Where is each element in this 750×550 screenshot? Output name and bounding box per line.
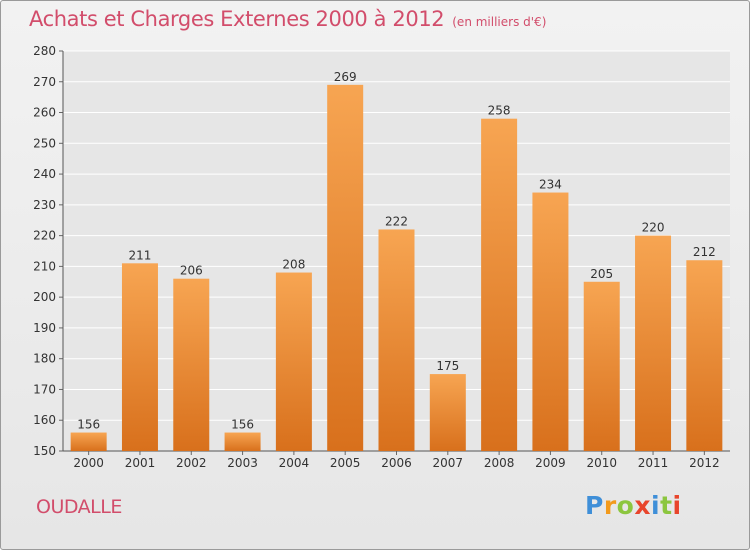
x-tick-label-2001: 2001 [125,456,156,470]
x-tick-label-2008: 2008 [484,456,515,470]
bar-2010 [583,281,620,451]
bar-2001 [121,263,158,451]
bar-2008 [481,118,518,451]
y-tick-label: 230 [33,198,56,212]
bar-2011 [635,235,672,451]
logo-letter: x [634,491,651,520]
y-tick-label: 250 [33,136,56,150]
data-label-2012: 212 [693,245,716,259]
data-label-2010: 205 [590,267,613,281]
bars [70,84,723,452]
logo-letter: i [651,491,661,520]
y-tick-label: 280 [33,44,56,58]
chart-title: Achats et Charges Externes 2000 à 2012 (e… [29,7,546,31]
data-label-2005: 269 [334,70,357,84]
y-tick-label: 150 [33,444,56,458]
data-label-2009: 234 [539,178,562,192]
x-tick-label-2002: 2002 [176,456,207,470]
labels: 156 2000 211 2001 206 2002 156 2003 208 2004 269 20… [73,70,719,470]
data-label-2000: 156 [77,418,100,432]
data-label-2002: 206 [180,264,203,278]
bar-2005 [327,84,364,451]
data-label-2001: 211 [129,248,152,262]
logo-letter: t [660,491,673,520]
x-tick-label-2011: 2011 [638,456,669,470]
x-tick-label-2005: 2005 [330,456,361,470]
chart-unit-label: (en milliers d'€) [452,15,547,29]
x-tick-label-2012: 2012 [689,456,720,470]
y-tick-label: 270 [33,75,56,89]
data-label-2011: 220 [642,221,665,235]
data-label-2007: 175 [436,359,459,373]
x-tick-label-2000: 2000 [73,456,104,470]
bar-2006 [378,229,415,451]
commune-name: OUDALLE [36,496,122,518]
x-tick-label-2009: 2009 [535,456,566,470]
y-tick-label: 240 [33,167,56,181]
chart-title-text: Achats et Charges Externes 2000 à 2012 [29,7,445,31]
logo-letter: P [585,491,604,520]
proxiti-logo: Proxiti [585,491,682,520]
y-tick-label: 170 [33,382,56,396]
bar-2002 [173,278,210,451]
data-label-2008: 258 [488,104,511,118]
data-label-2006: 222 [385,214,408,228]
x-tick-label-2007: 2007 [433,456,464,470]
y-tick-label: 260 [33,106,56,120]
bar-2003 [224,432,261,451]
y-tick-label: 180 [33,352,56,366]
logo-letter: i [672,491,682,520]
logo-letter: o [616,491,635,520]
bar-2012 [686,260,723,451]
bar-2009 [532,192,569,452]
data-label-2004: 208 [282,258,305,272]
x-tick-label-2004: 2004 [279,456,310,470]
y-tick-label: 210 [33,259,56,273]
logo-letter: r [603,491,617,520]
x-tick-label-2003: 2003 [227,456,258,470]
bar-2004 [275,272,312,451]
y-tick-label: 200 [33,290,56,304]
y-tick-label: 220 [33,229,56,243]
y-tick-label: 190 [33,321,56,335]
bar-2007 [429,374,466,451]
x-tick-label-2006: 2006 [381,456,412,470]
bar-2000 [70,432,107,451]
y-tick-label: 160 [33,413,56,427]
x-tick-label-2010: 2010 [586,456,617,470]
data-label-2003: 156 [231,418,254,432]
